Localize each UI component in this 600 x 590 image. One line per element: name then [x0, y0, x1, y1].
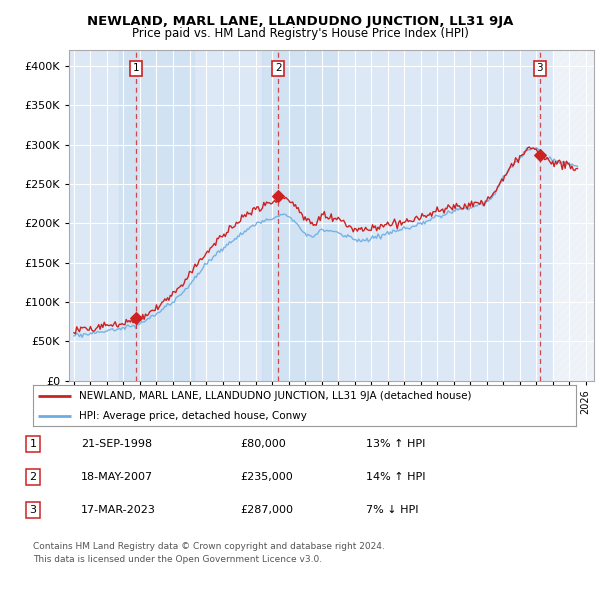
Text: 18-MAY-2007: 18-MAY-2007: [81, 472, 153, 481]
Text: 3: 3: [536, 63, 543, 73]
Text: 2: 2: [29, 472, 37, 481]
Text: 17-MAR-2023: 17-MAR-2023: [81, 505, 156, 514]
Text: 21-SEP-1998: 21-SEP-1998: [81, 439, 152, 448]
Text: £80,000: £80,000: [240, 439, 286, 448]
Text: NEWLAND, MARL LANE, LLANDUDNO JUNCTION, LL31 9JA (detached house): NEWLAND, MARL LANE, LLANDUDNO JUNCTION, …: [79, 391, 472, 401]
Text: 7% ↓ HPI: 7% ↓ HPI: [366, 505, 419, 514]
Text: NEWLAND, MARL LANE, LLANDUDNO JUNCTION, LL31 9JA: NEWLAND, MARL LANE, LLANDUDNO JUNCTION, …: [87, 15, 513, 28]
Text: 3: 3: [29, 505, 37, 514]
Text: 2: 2: [275, 63, 281, 73]
Text: 1: 1: [133, 63, 139, 73]
Bar: [553, 50, 600, 381]
Bar: [119, 50, 194, 381]
Point: [535, 150, 544, 159]
Point: [131, 313, 140, 322]
Text: £287,000: £287,000: [240, 505, 293, 514]
Text: 13% ↑ HPI: 13% ↑ HPI: [366, 439, 425, 448]
Text: 14% ↑ HPI: 14% ↑ HPI: [366, 472, 425, 481]
Text: Price paid vs. HM Land Registry's House Price Index (HPI): Price paid vs. HM Land Registry's House …: [131, 27, 469, 40]
Text: This data is licensed under the Open Government Licence v3.0.: This data is licensed under the Open Gov…: [33, 555, 322, 563]
Text: 1: 1: [29, 439, 37, 448]
Bar: [262, 50, 336, 381]
Point: [274, 191, 283, 201]
Text: HPI: Average price, detached house, Conwy: HPI: Average price, detached house, Conw…: [79, 411, 307, 421]
Text: Contains HM Land Registry data © Crown copyright and database right 2024.: Contains HM Land Registry data © Crown c…: [33, 542, 385, 550]
Bar: [553, 50, 600, 381]
Text: £235,000: £235,000: [240, 472, 293, 481]
